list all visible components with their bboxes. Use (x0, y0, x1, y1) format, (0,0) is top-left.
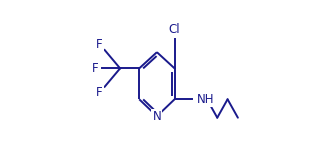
Text: F: F (96, 86, 103, 99)
Text: F: F (92, 62, 98, 75)
Text: F: F (96, 38, 103, 51)
Text: Cl: Cl (169, 23, 181, 36)
Text: N: N (152, 110, 161, 123)
Text: NH: NH (197, 93, 214, 106)
